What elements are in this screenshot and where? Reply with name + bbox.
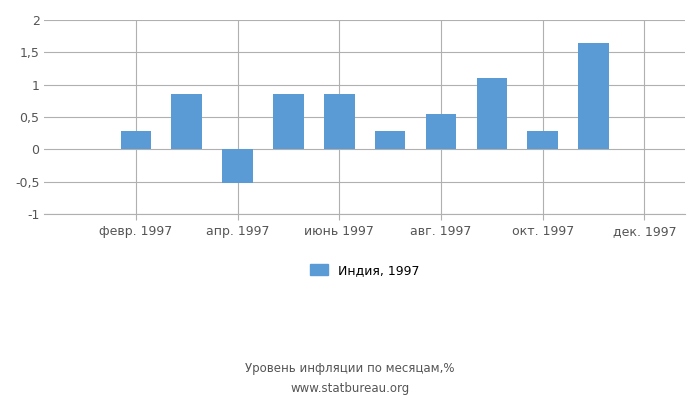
Text: Уровень инфляции по месяцам,%: Уровень инфляции по месяцам,% (245, 362, 455, 375)
Legend: Индия, 1997: Индия, 1997 (304, 259, 425, 282)
Text: www.statbureau.org: www.statbureau.org (290, 382, 410, 395)
Bar (172, 94, 202, 150)
Bar (273, 94, 304, 150)
Bar (120, 131, 151, 150)
Bar (324, 94, 354, 150)
Bar (578, 43, 609, 150)
Bar (374, 131, 405, 150)
Bar (426, 114, 456, 150)
Bar (527, 131, 558, 150)
Bar (477, 78, 507, 150)
Bar (223, 150, 253, 183)
